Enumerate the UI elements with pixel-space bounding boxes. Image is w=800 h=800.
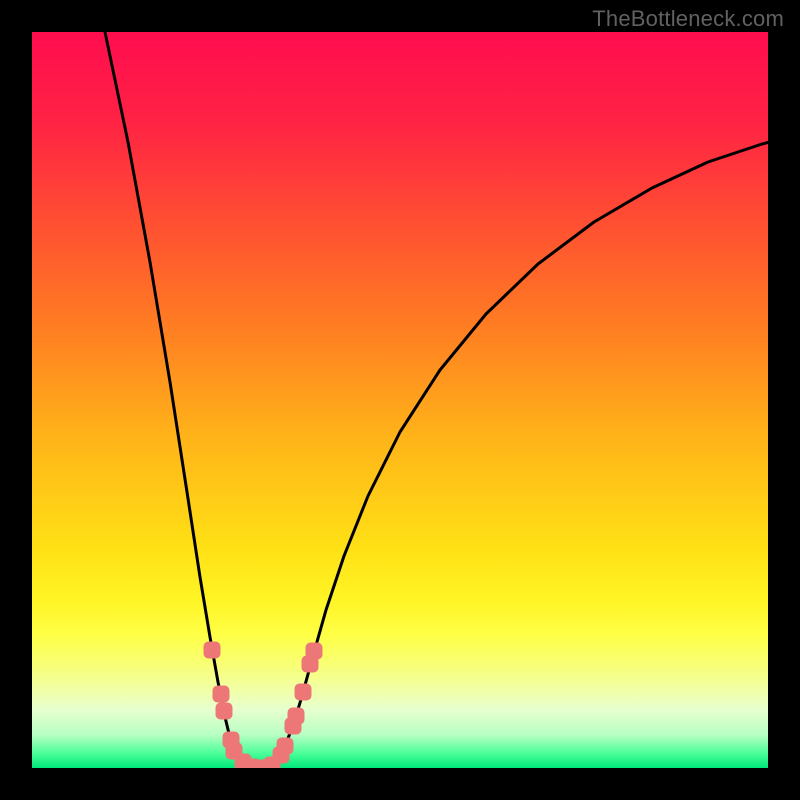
watermark-text: TheBottleneck.com [592, 6, 784, 32]
marker-point [306, 643, 323, 660]
marker-point [204, 642, 221, 659]
plot-area [32, 32, 800, 777]
marker-point [295, 684, 312, 701]
chart-stage: TheBottleneck.com [0, 0, 800, 800]
marker-point [288, 708, 305, 725]
chart-svg [0, 0, 800, 800]
marker-point [216, 703, 233, 720]
marker-point [277, 738, 294, 755]
gradient-background [32, 32, 768, 768]
marker-point [213, 686, 230, 703]
